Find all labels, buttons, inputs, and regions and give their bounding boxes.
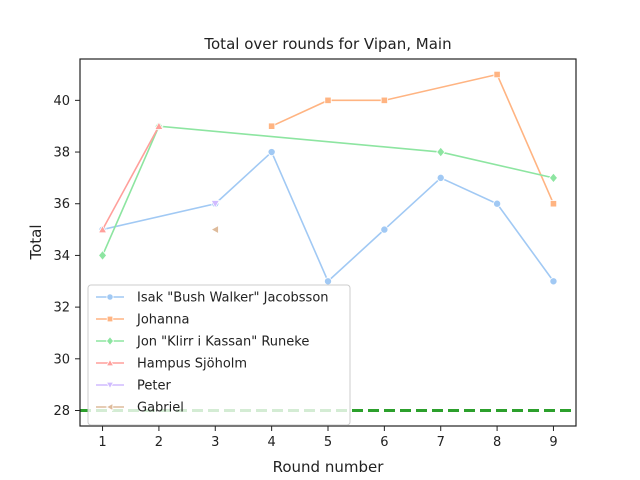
- data-point: [549, 277, 558, 286]
- data-point: [436, 173, 445, 182]
- series-5: [210, 200, 220, 209]
- series-line: [101, 125, 554, 256]
- data-point: [548, 172, 558, 184]
- legend-label: Gabriel: [137, 401, 184, 416]
- data-point: [436, 146, 446, 158]
- y-tick-label: 28: [53, 404, 70, 419]
- y-tick-label: 36: [53, 197, 70, 212]
- x-tick-label: 7: [437, 435, 445, 450]
- series-line: [271, 73, 555, 205]
- chart-title: Total over rounds for Vipan, Main: [203, 35, 451, 53]
- y-axis-label: Total: [27, 224, 45, 260]
- data-point: [324, 96, 332, 104]
- series-line: [101, 125, 160, 230]
- legend-item: Peter: [96, 379, 171, 394]
- data-point: [97, 224, 108, 234]
- y-tick-label: 32: [53, 301, 70, 316]
- legend-item: Jon "Klirr i Kassan" Runeke: [96, 335, 309, 350]
- legend-item: Isak "Bush Walker" Jacobsson: [96, 291, 329, 306]
- data-point: [380, 225, 389, 234]
- x-axis-label: Round number: [273, 458, 385, 476]
- data-point: [380, 96, 388, 104]
- y-tick-label: 40: [53, 94, 70, 109]
- x-tick-label: 2: [155, 435, 163, 450]
- legend: Isak "Bush Walker" Jacobsson Johanna Jon "…: [87, 284, 351, 426]
- legend-marker: [106, 315, 114, 323]
- x-tick-label: 3: [211, 435, 219, 450]
- legend-box: [87, 284, 351, 426]
- legend-item: Gabriel: [96, 401, 184, 416]
- x-tick-label: 8: [493, 435, 501, 450]
- series-2: [268, 70, 558, 208]
- series-6: [210, 224, 219, 235]
- data-point: [267, 148, 276, 157]
- y-tick-label: 30: [53, 352, 70, 367]
- x-tick-label: 5: [324, 435, 332, 450]
- data-point: [549, 200, 558, 208]
- x-tick-label: 9: [549, 435, 557, 450]
- legend-marker: [105, 358, 115, 367]
- legend-label: Peter: [137, 379, 171, 394]
- x-tick-label: 1: [98, 435, 106, 450]
- x-tick-label: 6: [380, 435, 388, 450]
- data-point: [493, 199, 502, 208]
- y-tick-label: 34: [53, 249, 70, 264]
- legend-marker: [105, 336, 115, 346]
- legend-marker: [105, 381, 115, 390]
- y-tick-label: 38: [53, 146, 70, 161]
- data-point: [323, 277, 332, 286]
- series-4: [97, 121, 164, 234]
- data-point: [210, 224, 219, 235]
- series-1: [98, 148, 558, 286]
- legend-marker: [105, 402, 114, 412]
- legend-label: Hampus Sjöholm: [137, 357, 247, 372]
- data-point: [98, 249, 108, 261]
- legend-label: Jon "Klirr i Kassan" Runeke: [136, 335, 309, 350]
- series-line: [102, 150, 555, 283]
- legend-item: Johanna: [96, 313, 189, 328]
- series-3: [98, 120, 558, 261]
- legend-item: Hampus Sjöholm: [96, 357, 247, 372]
- data-point: [154, 121, 164, 130]
- legend-label: Isak "Bush Walker" Jacobsson: [137, 291, 329, 306]
- x-tick-label: 4: [267, 435, 275, 450]
- legend-marker: [106, 293, 114, 301]
- data-point: [493, 70, 501, 79]
- data-point: [210, 200, 220, 209]
- legend-label: Johanna: [136, 313, 189, 328]
- data-point: [268, 122, 276, 130]
- series-layer: [97, 70, 558, 286]
